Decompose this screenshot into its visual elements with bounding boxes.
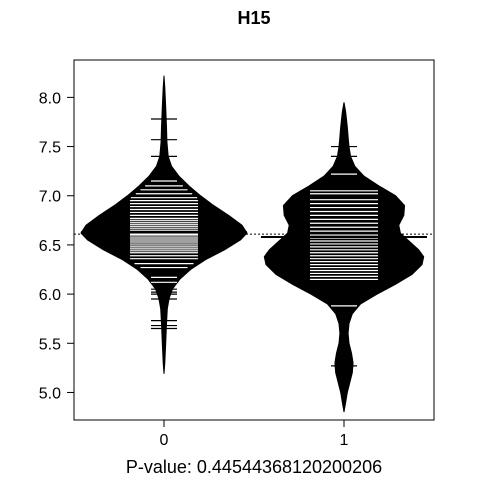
x-axis-label: P-value: 0.44544368120200206 (126, 457, 382, 477)
bean-0 (80, 75, 248, 374)
plot-frame (73, 59, 435, 421)
bean-density-1 (263, 102, 425, 413)
y-tick-label: 7.0 (39, 189, 61, 206)
y-tick-label: 6.0 (39, 287, 61, 304)
y-tick-label: 5.5 (39, 336, 61, 353)
y-tick-label: 5.0 (39, 385, 61, 402)
y-tick-label: 7.5 (39, 140, 61, 157)
y-axis: 5.0 5.5 6.0 6.5 7.0 7.5 8.0 (39, 90, 74, 402)
y-tick-label: 6.5 (39, 238, 61, 255)
bean-1 (261, 102, 427, 413)
chart-title: H15 (237, 8, 270, 28)
x-tick-label: 1 (340, 432, 349, 449)
y-tick-label: 8.0 (39, 90, 61, 107)
x-tick-label: 0 (160, 432, 169, 449)
plot-area (74, 75, 434, 413)
